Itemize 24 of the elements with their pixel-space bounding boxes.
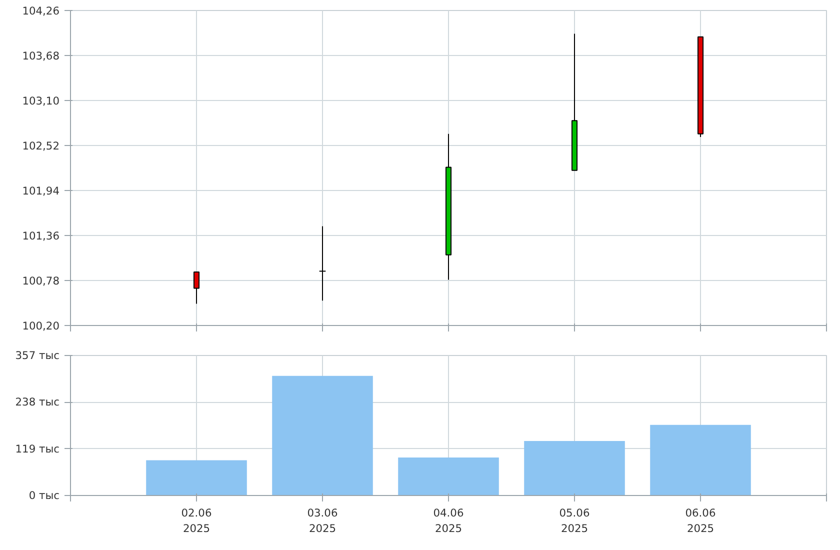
y-tick-label: 104,26 [22, 4, 60, 18]
y-tick-label: 101,94 [22, 184, 60, 198]
y-tick-label: 103,10 [22, 94, 60, 108]
x-tick-label: 02.06 2025 [181, 506, 212, 536]
x-tick-label: 03.06 2025 [307, 506, 338, 536]
candlestick [193, 271, 200, 304]
candlestick [318, 226, 326, 302]
y-tick-label: 101,36 [22, 230, 60, 242]
bar [650, 424, 751, 496]
bar [524, 440, 625, 496]
x-tick-label: 06.06 2025 [685, 506, 716, 536]
x-tick-label: 04.06 2025 [433, 506, 464, 536]
y-tick-label: 100,20 [22, 320, 60, 332]
y-tick-label: 0 тыс [28, 489, 60, 502]
x-tick-label: 05.06 2025 [559, 506, 590, 536]
y-tick-label: 238 тыс [15, 396, 60, 409]
y-tick-label: 100,78 [22, 274, 60, 288]
y-tick-label: 102,52 [22, 140, 60, 152]
y-tick-label: 119 тыс [15, 442, 60, 456]
bar [272, 376, 373, 496]
bar [398, 457, 499, 496]
y-tick-label: 357 тыс [15, 349, 60, 362]
bar [146, 460, 247, 496]
y-tick-label: 103,68 [22, 50, 60, 62]
